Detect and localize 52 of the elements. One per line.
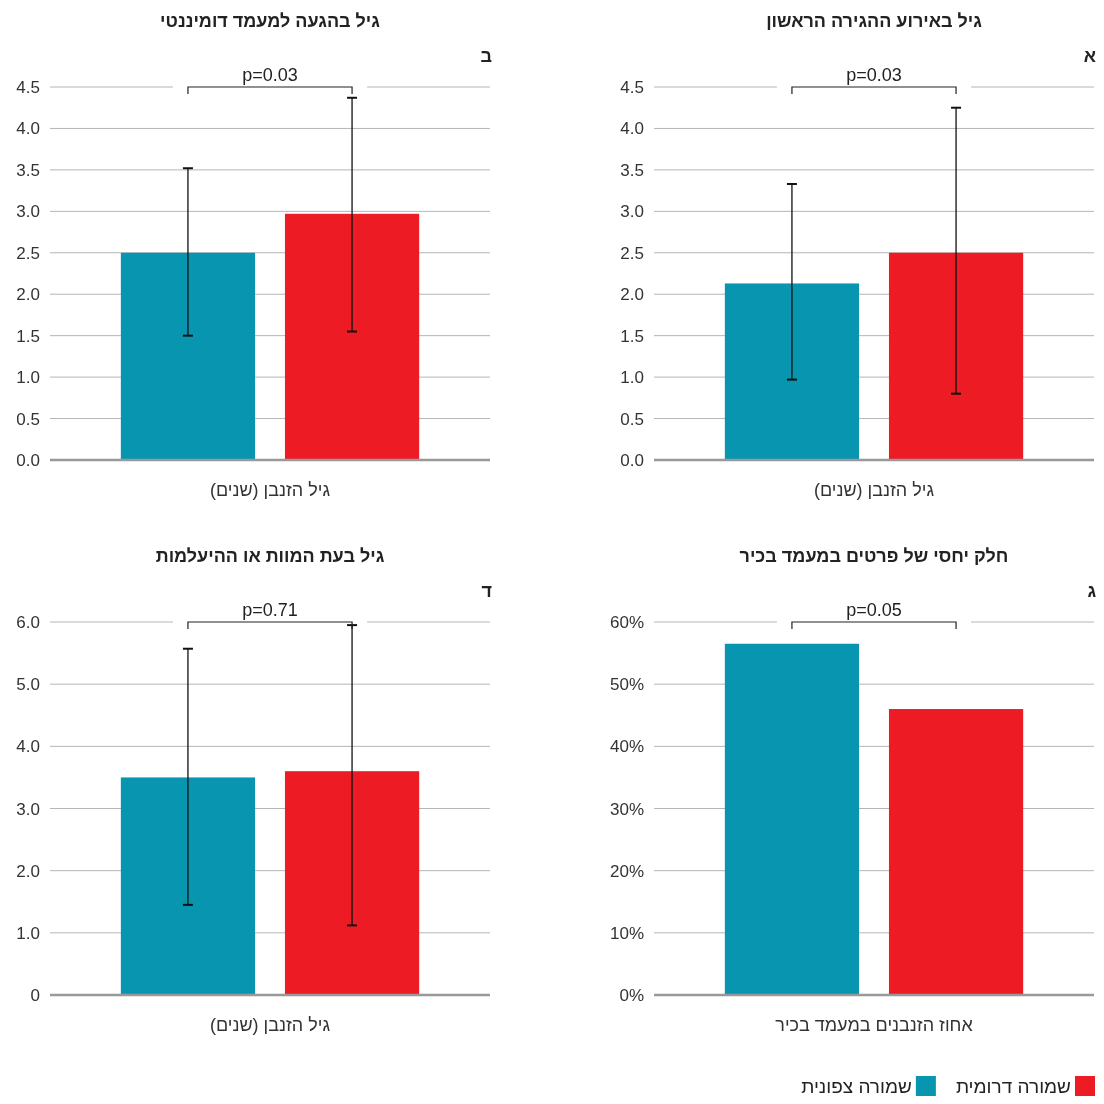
y-tick-label: 0.0 — [620, 451, 644, 470]
y-tick-label: 4.0 — [16, 737, 40, 757]
chart-title: גיל בהגעה למעמד דומיננטי — [160, 11, 381, 31]
chart-subtitle: ד — [481, 581, 492, 601]
y-tick-label: 4.0 — [16, 119, 40, 139]
x-axis-title: אחוז הזנבנים במעמד בכיר — [775, 1015, 974, 1035]
y-tick-label: 3.0 — [620, 202, 644, 222]
y-tick-label: 10% — [609, 923, 644, 943]
y-tick-label: 5.0 — [16, 675, 40, 695]
chart-title: חלק יחסי של פרטים במעמד בכיר — [739, 546, 1009, 566]
y-tick-label: 6.0 — [16, 613, 40, 632]
chart-subtitle: א — [1083, 46, 1096, 66]
y-tick-label: 3.0 — [16, 799, 40, 819]
chart-subtitle: ג — [1087, 581, 1097, 601]
y-tick-label: 3.5 — [16, 160, 40, 180]
y-tick-label: 1.0 — [16, 923, 40, 943]
y-tick-label: 0.5 — [620, 409, 644, 429]
y-tick-label: 2.5 — [620, 243, 644, 263]
y-tick-label: 2.5 — [16, 243, 40, 263]
chart-title: גיל באירוע ההגירה הראשון — [766, 11, 983, 31]
y-tick-label: 0.5 — [16, 409, 40, 429]
y-tick-label: 0.0 — [16, 451, 40, 470]
y-tick-label: 3.0 — [16, 202, 40, 222]
legend-label: שמורה דרומית — [955, 1076, 1072, 1097]
text: p=0.05 — [846, 600, 902, 620]
text: p=0.71 — [242, 600, 298, 620]
x-axis-title: גיל הזנבן (שנים) — [209, 1015, 331, 1035]
y-tick-label: 40% — [609, 737, 644, 757]
text: p=0.03 — [242, 65, 298, 85]
y-tick-label: 2.0 — [16, 285, 40, 305]
y-tick-label: 0 — [30, 986, 40, 1005]
y-tick-label: 3.5 — [620, 160, 644, 180]
y-tick-label: 2.0 — [620, 285, 644, 305]
y-tick-label: 4.0 — [620, 119, 644, 139]
y-tick-label: 4.5 — [16, 78, 40, 97]
y-tick-label: 4.5 — [620, 78, 644, 97]
y-tick-label: 1.0 — [16, 368, 40, 388]
text: p=0.03 — [846, 65, 902, 85]
y-tick-label: 2.0 — [16, 861, 40, 881]
x-axis-title: גיל הזנבן (שנים) — [209, 480, 331, 500]
y-tick-label: 30% — [609, 799, 644, 819]
y-tick-label: 1.5 — [16, 326, 40, 346]
y-tick-label: 20% — [609, 861, 644, 881]
y-tick-label: 1.5 — [620, 326, 644, 346]
chart-subtitle: ב — [480, 46, 492, 66]
y-tick-label: 1.0 — [620, 368, 644, 388]
y-tick-label: 0% — [619, 986, 644, 1005]
chart-title: גיל בעת המוות או ההיעלמות — [155, 546, 385, 566]
y-tick-label: 50% — [609, 675, 644, 695]
legend-label: שמורה צפונית — [801, 1076, 912, 1097]
x-axis-title: גיל הזנבן (שנים) — [813, 480, 935, 500]
y-tick-label: 60% — [609, 613, 644, 632]
